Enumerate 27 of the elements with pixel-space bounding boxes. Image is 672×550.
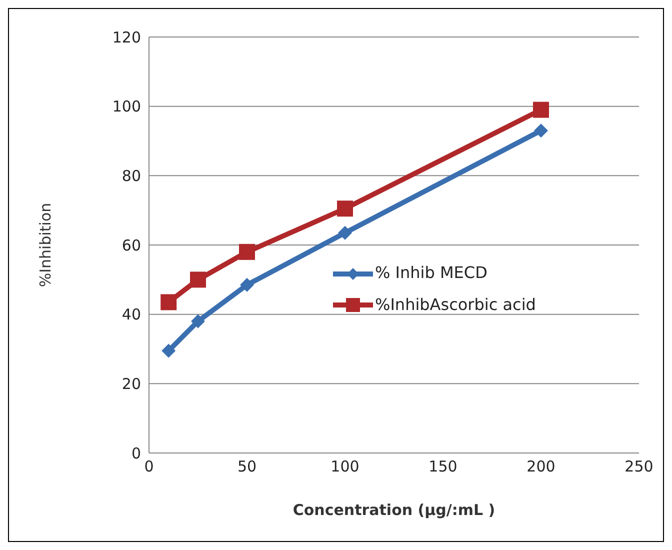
point [240,278,254,292]
y-axis-title: %Inhibition [36,202,54,288]
point [338,226,352,240]
x-tick-label: 150 [428,458,458,476]
point [533,102,549,118]
point [160,294,177,310]
x-axis-title: Concentration (µg/:mL ) [292,501,496,519]
x-tick-label: 200 [526,458,556,476]
y-tick-label: 80 [122,166,141,185]
point [534,124,548,138]
point [162,344,176,358]
y-tick-label: 0 [131,444,141,462]
x-tick-label: 100 [330,458,360,476]
x-tick-label: 0 [144,458,154,476]
y-tick-label: 120 [112,28,141,46]
y-tick-label: 20 [122,374,141,393]
legend-label: %InhibAscorbic acid [375,294,536,314]
legend-label: % Inhib MECD [375,263,488,282]
y-tick-label: 60 [122,236,141,254]
y-tick-label: 40 [122,306,141,324]
x-tick-label: 50 [237,458,257,476]
point [337,200,353,217]
y-tick-label: 100 [112,98,141,116]
x-tick-label: 250 [624,458,654,476]
point [239,244,255,260]
point [191,314,205,328]
point [190,272,206,288]
